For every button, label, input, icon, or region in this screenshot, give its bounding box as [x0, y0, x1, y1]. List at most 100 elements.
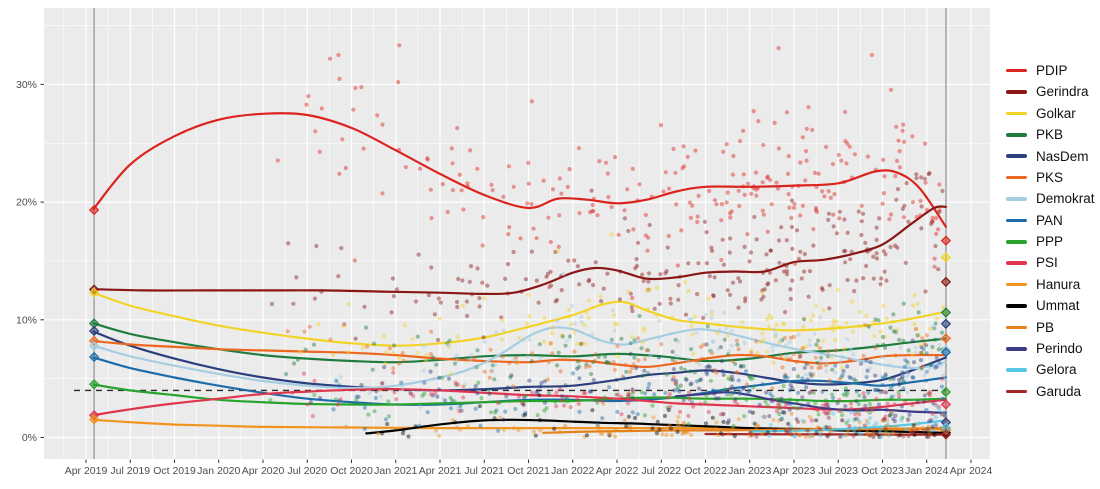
poll-point [893, 243, 898, 248]
legend-label: PPP [1036, 234, 1064, 250]
poll-point [761, 212, 766, 217]
poll-point [749, 350, 754, 355]
poll-point [486, 387, 491, 392]
poll-point [698, 377, 704, 382]
poll-point [482, 339, 487, 345]
poll-point [883, 374, 888, 379]
poll-point [930, 424, 935, 429]
poll-point [783, 372, 788, 377]
poll-point [523, 277, 529, 282]
poll-point [837, 377, 842, 382]
poll-point [874, 225, 879, 230]
poll-point [713, 426, 718, 432]
poll-point [651, 415, 656, 420]
poll-point [640, 373, 645, 378]
poll-point [578, 341, 584, 347]
poll-point [505, 291, 510, 296]
poll-point [776, 418, 782, 423]
poll-point [747, 374, 753, 379]
legend-item-ppp: PPP [1006, 231, 1100, 252]
poll-point [631, 227, 636, 232]
poll-point [935, 404, 940, 410]
poll-point [591, 208, 596, 214]
poll-point [646, 385, 651, 391]
poll-point [885, 424, 890, 429]
poll-point [835, 401, 840, 406]
poll-point [697, 378, 702, 383]
poll-point [802, 419, 807, 424]
poll-point [446, 343, 451, 348]
poll-point [501, 417, 506, 422]
poll-point [756, 423, 761, 428]
poll-point [915, 301, 920, 306]
x-tick-label: Jan 2022 [551, 465, 594, 477]
poll-point [656, 355, 662, 360]
poll-point [527, 378, 532, 383]
poll-point [454, 353, 459, 358]
poll-point [918, 198, 923, 204]
poll-point [687, 390, 692, 395]
poll-point [529, 99, 535, 104]
poll-point [919, 204, 924, 209]
poll-point [741, 364, 746, 369]
poll-point [606, 430, 611, 435]
poll-point [725, 288, 730, 293]
poll-point [786, 192, 791, 197]
poll-point [617, 297, 623, 302]
poll-point [500, 354, 505, 359]
poll-point [380, 122, 385, 127]
poll-point [907, 412, 912, 417]
poll-point [691, 351, 696, 356]
poll-point [678, 383, 683, 388]
poll-point [673, 378, 679, 383]
poll-point [784, 269, 790, 274]
poll-point [499, 315, 504, 320]
poll-point [685, 430, 690, 435]
poll-point [857, 393, 862, 398]
poll-point [591, 283, 596, 288]
poll-point [831, 212, 836, 217]
poll-point [645, 248, 650, 253]
poll-point [833, 338, 838, 343]
poll-point [796, 390, 801, 395]
poll-point [863, 240, 868, 245]
poll-point [927, 391, 932, 396]
poll-point [457, 172, 462, 177]
poll-point [910, 352, 915, 357]
poll-point [468, 357, 473, 362]
poll-point [829, 325, 834, 331]
poll-point [639, 390, 644, 395]
poll-point [895, 245, 900, 250]
poll-point [681, 428, 686, 433]
poll-point [649, 194, 654, 199]
poll-point [460, 303, 465, 308]
poll-point [609, 232, 614, 237]
poll-point [773, 278, 778, 283]
poll-point [473, 384, 478, 389]
poll-point [795, 406, 800, 411]
poll-point [750, 376, 756, 381]
poll-point [891, 431, 896, 436]
poll-point [811, 406, 816, 411]
poll-point [436, 387, 442, 392]
poll-point [892, 393, 897, 398]
poll-point [848, 376, 854, 381]
poll-point [800, 203, 806, 208]
poll-point [718, 412, 724, 417]
poll-point [664, 372, 670, 377]
poll-point [864, 430, 870, 435]
poll-point [924, 369, 929, 374]
poll-point [754, 424, 759, 430]
poll-point [731, 423, 736, 429]
poll-point [790, 246, 795, 251]
poll-point [447, 338, 452, 343]
poll-point [675, 429, 680, 434]
poll-point [428, 369, 433, 374]
poll-point [567, 167, 572, 172]
poll-point [661, 189, 666, 194]
poll-point [475, 391, 480, 396]
poll-point [748, 431, 753, 436]
poll-point [871, 434, 876, 439]
poll-point [721, 149, 726, 154]
poll-point [507, 225, 512, 230]
